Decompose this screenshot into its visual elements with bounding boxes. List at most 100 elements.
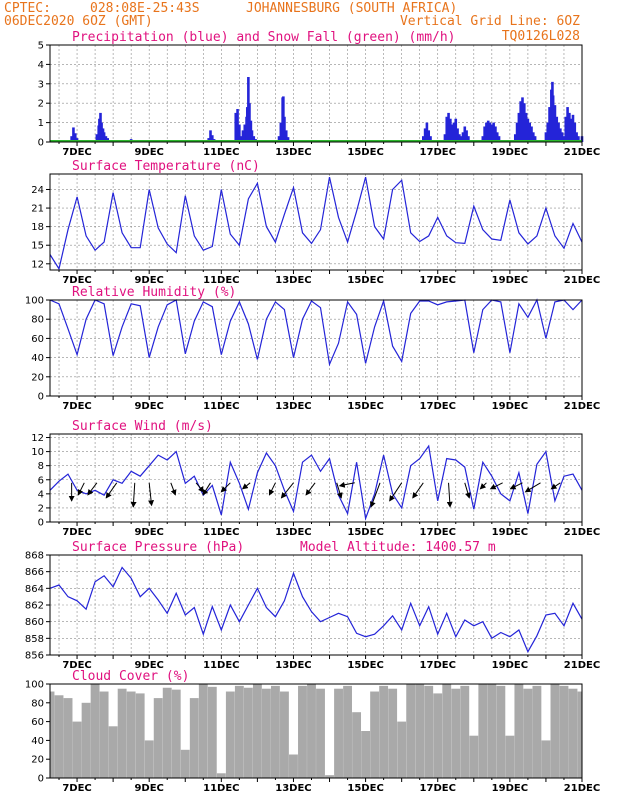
- cloud-bar: [487, 684, 497, 778]
- cloud-bar: [243, 687, 253, 778]
- precip-bar: [465, 130, 468, 142]
- wind-xtick-label: 7DEC: [62, 527, 91, 538]
- precip-bar: [429, 136, 432, 142]
- precip-bar: [283, 116, 286, 142]
- cloud-bar: [216, 773, 226, 778]
- precip-xtick-label: 17DEC: [420, 147, 456, 158]
- rh-ytick-label: 0: [38, 392, 44, 403]
- wind-arrow: [148, 482, 155, 507]
- cloud-bar: [325, 775, 334, 778]
- wind-panel: 0 2 4 6 8 10 12 7DEC 9DEC 11DEC 13DEC 15DEC 17DEC 19D…: [31, 419, 600, 538]
- pressure-xtick-label: 9DEC: [134, 660, 163, 671]
- wind-arrow: [550, 482, 561, 490]
- pressure-panel: 856 858 860 862 864 866 868 7DEC 9DEC 11DEC 13DEC 1…: [25, 540, 600, 671]
- precip-bar: [522, 103, 526, 142]
- temp-series-line: [49, 176, 583, 271]
- cloud-bar: [144, 740, 154, 778]
- precip-ytick-label: 4: [38, 60, 44, 71]
- wind-arrow: [412, 482, 424, 499]
- precip-bar: [234, 112, 238, 142]
- wind-arrow: [524, 482, 541, 493]
- pressure-ytick-label: 866: [25, 567, 44, 578]
- wind-arrow: [509, 482, 523, 490]
- precip-bar: [568, 112, 571, 142]
- rh-frame: [49, 299, 583, 397]
- precip-bar: [562, 136, 566, 142]
- cloud-bar: [460, 685, 470, 778]
- cloud-bar: [568, 688, 578, 778]
- cloud-ytick-label: 0: [38, 774, 44, 785]
- precip-bar: [513, 134, 517, 142]
- cloud-title: Cloud Cover (%): [72, 669, 189, 684]
- cloud-bar: [523, 688, 533, 778]
- cloud-bar: [63, 698, 73, 778]
- precip-bar: [104, 136, 108, 142]
- wind-arrow: [464, 482, 471, 499]
- precip-bar: [238, 124, 241, 142]
- precip-bar: [517, 112, 521, 142]
- cloud-bar: [541, 740, 551, 778]
- precip-bar: [252, 136, 256, 142]
- cloud-bar: [180, 749, 190, 778]
- cloud-bar: [496, 685, 506, 778]
- header-run: 06DEC2020 6OZ (GMT): [4, 14, 153, 29]
- temp-xtick-label: 11DEC: [203, 275, 239, 286]
- header-source: CPTEC:: [4, 1, 51, 16]
- temp-xtick-label: 9DEC: [134, 275, 163, 286]
- temp-xtick-label: 19DEC: [492, 275, 528, 286]
- wind-arrow: [369, 482, 381, 508]
- temp-xtick-label: 17DEC: [420, 275, 456, 286]
- wind-xtick-label: 19DEC: [492, 527, 528, 538]
- temp-xtick-label: 13DEC: [275, 275, 311, 286]
- wind-arrow: [389, 482, 403, 502]
- cloud-bar: [451, 688, 461, 778]
- pressure-annotation: Model Altitude: 1400.57 m: [300, 540, 496, 555]
- wind-arrow: [77, 482, 85, 496]
- pressure-ytick-label: 862: [25, 601, 44, 612]
- cloud-bar: [270, 685, 280, 778]
- precip-bar: [490, 124, 494, 142]
- cloud-bar: [559, 685, 569, 778]
- cloud-bar: [442, 684, 452, 778]
- cloud-xtick-label: 7DEC: [62, 783, 91, 794]
- precip-bar: [241, 130, 245, 142]
- precip-bar: [447, 112, 450, 142]
- pressure-xtick-label: 11DEC: [203, 660, 239, 671]
- pressure-ytick-label: 868: [25, 551, 44, 562]
- precip-bar: [239, 136, 243, 142]
- precip-bar: [546, 122, 550, 142]
- cloud-bar: [54, 695, 64, 778]
- wind-arrow: [268, 482, 276, 496]
- header-model-code: TQ0126L028: [502, 29, 580, 44]
- precip-bar: [284, 130, 288, 142]
- cloud-bar: [334, 688, 343, 778]
- cloud-bar: [126, 691, 136, 778]
- cloud-ytick-label: 60: [31, 717, 44, 728]
- pressure-ytick-label: 856: [25, 651, 44, 662]
- precip-bar: [494, 126, 497, 142]
- precip-bar: [569, 118, 573, 142]
- precip-bar: [250, 130, 254, 142]
- temp-frame: [49, 173, 583, 271]
- rh-xtick-label: 17DEC: [420, 401, 456, 412]
- precip-bar: [443, 134, 447, 142]
- wind-arrow: [489, 482, 503, 490]
- pressure-xtick-label: 17DEC: [420, 660, 456, 671]
- precip-ytick-label: 0: [38, 138, 44, 149]
- wind-arrow: [202, 482, 211, 496]
- cloud-ytick-label: 40: [31, 736, 44, 747]
- cloud-bar: [532, 685, 542, 778]
- pressure-xtick-label: 21DEC: [564, 660, 600, 671]
- precip-bar: [422, 136, 425, 142]
- temp-ytick-label: 24: [31, 185, 44, 196]
- wind-arrow: [170, 482, 177, 496]
- wind-arrow: [479, 482, 487, 490]
- cloud-bar: [514, 684, 524, 778]
- temp-ytick-label: 21: [31, 204, 44, 215]
- precip-bar: [492, 122, 495, 142]
- wind-ytick-label: 8: [38, 461, 44, 472]
- cloud-bar: [379, 685, 389, 778]
- precip-bar: [532, 132, 535, 142]
